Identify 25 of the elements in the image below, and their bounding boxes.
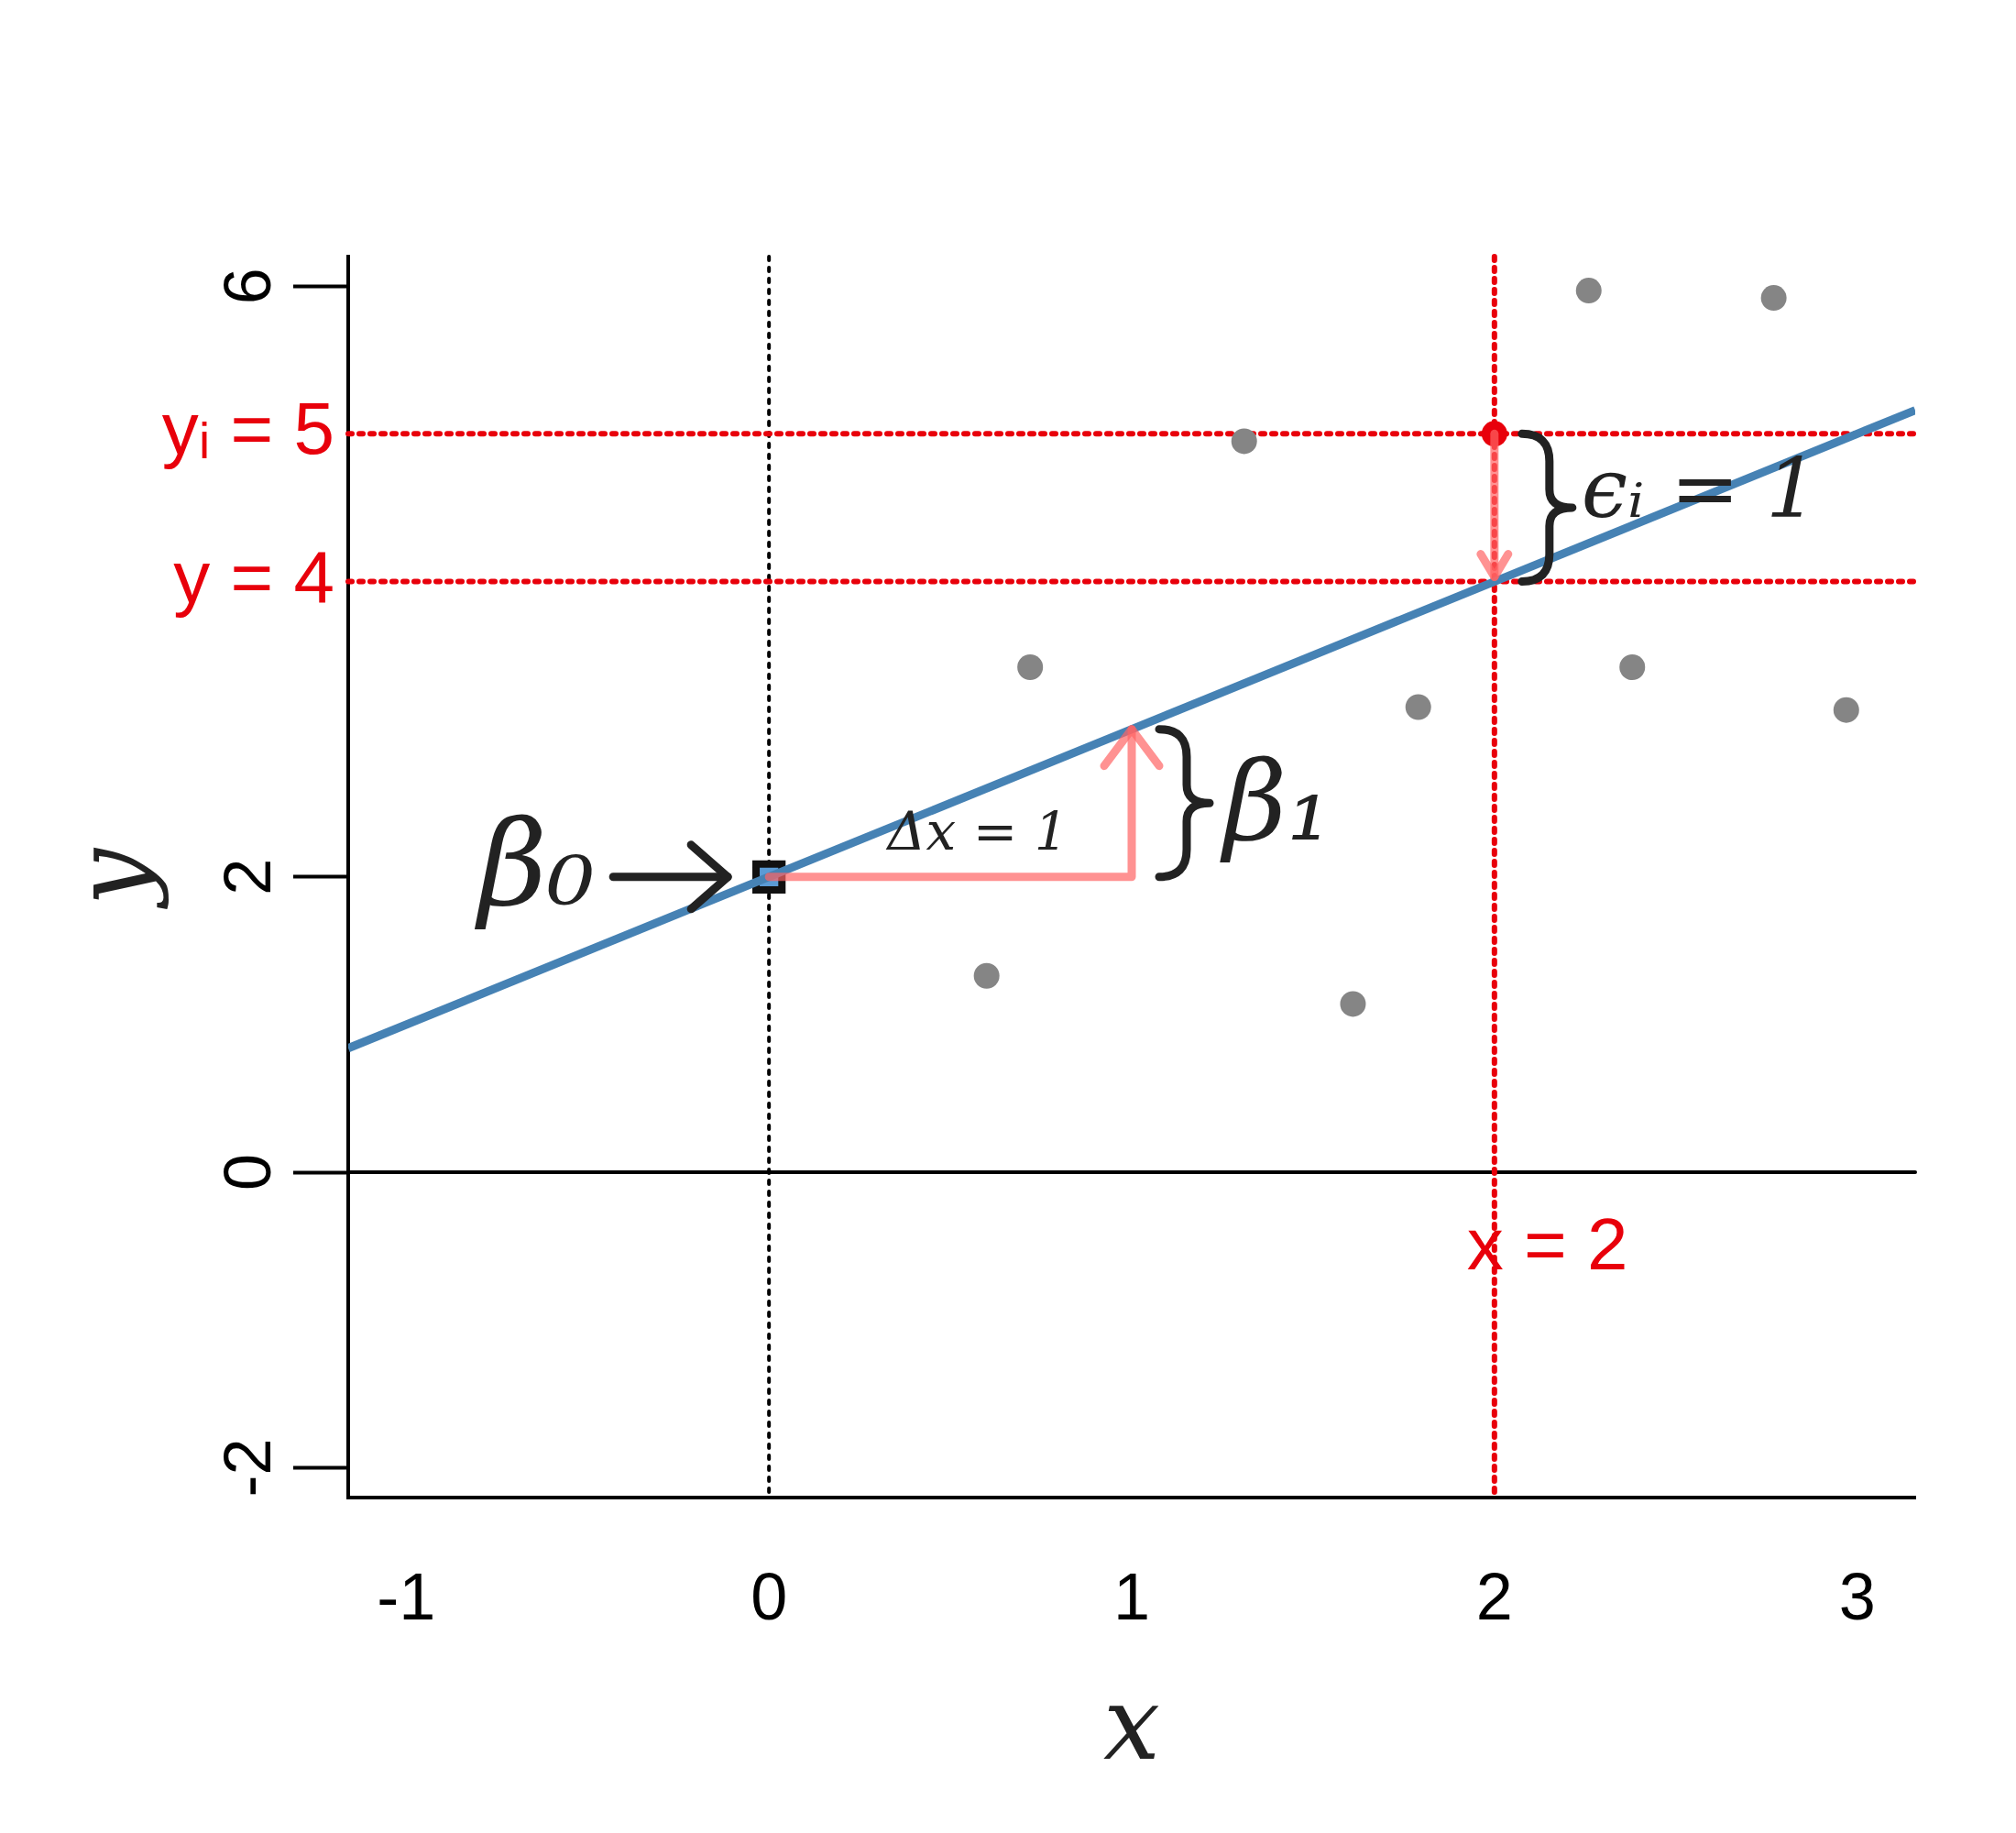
y-tick-label: 0 xyxy=(210,1154,284,1191)
point xyxy=(1405,694,1431,720)
point xyxy=(1619,653,1646,680)
point xyxy=(1760,285,1787,312)
point xyxy=(1340,991,1366,1017)
ref-line-label: y = 4 xyxy=(173,535,334,618)
x-tick-label: 2 xyxy=(1475,1559,1513,1633)
annotation: β₀ xyxy=(473,793,596,933)
point xyxy=(1017,653,1044,680)
point xyxy=(973,962,1000,989)
ref-line-label: yᵢ = 5 xyxy=(161,388,334,470)
point xyxy=(1575,278,1602,304)
y-tick-label: -2 xyxy=(210,1438,284,1498)
annotation: Δx = 1 xyxy=(885,799,1068,862)
x-tick-label: -1 xyxy=(377,1559,436,1633)
y-axis-title: y xyxy=(51,846,170,910)
x-tick-label: 3 xyxy=(1838,1559,1876,1633)
x-tick-label: 1 xyxy=(1112,1559,1151,1633)
x-axis-title: x xyxy=(1102,1664,1161,1783)
point xyxy=(1833,697,1859,723)
x-tick-label: 0 xyxy=(751,1559,788,1633)
annotation: β₁ xyxy=(1220,738,1331,866)
y-tick-label: 2 xyxy=(210,858,284,895)
point xyxy=(1231,428,1257,455)
y-tick-label: 6 xyxy=(210,268,284,305)
